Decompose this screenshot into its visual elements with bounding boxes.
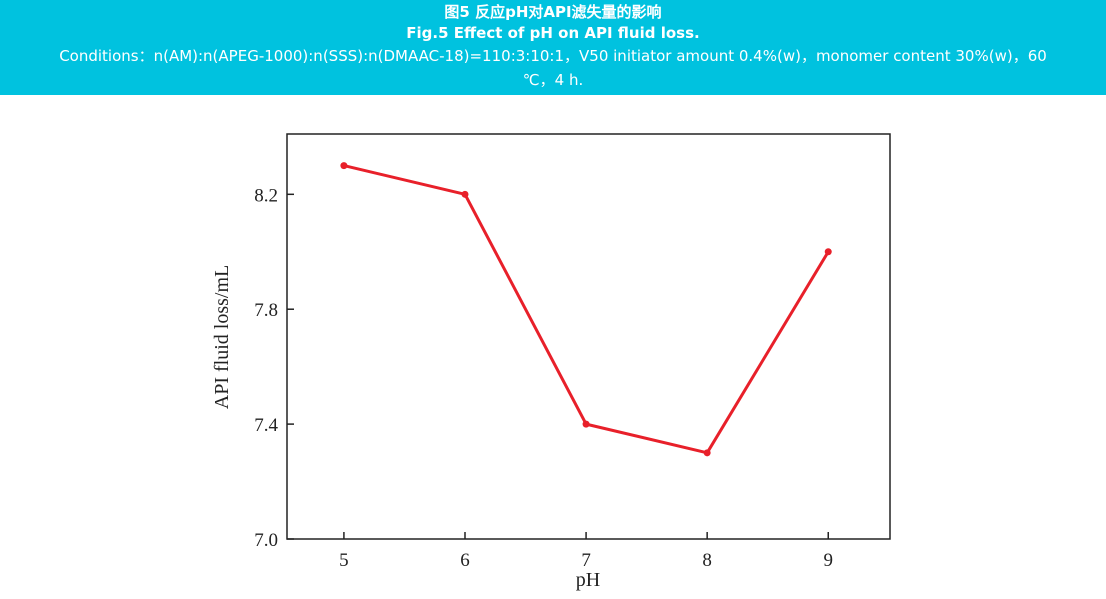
data-point: [703, 449, 711, 457]
plot-frame: [286, 133, 891, 540]
data-point: [824, 248, 832, 256]
caption-title-cn: 图5 反应pH对API滤失量的影响: [444, 3, 662, 21]
x-tick-label: 7: [581, 550, 591, 571]
data-point: [340, 162, 348, 170]
y-tick-label: 7.0: [254, 530, 278, 551]
x-tick-label: 9: [823, 550, 833, 571]
caption-title-en: Fig.5 Effect of pH on API fluid loss.: [406, 24, 700, 42]
x-tick-label: 8: [702, 550, 712, 571]
data-point: [582, 420, 590, 428]
series-line: [343, 164, 830, 455]
caption-conditions-cont: ℃，4 h.: [522, 71, 584, 89]
data-point: [461, 190, 469, 198]
x-tick-label: 6: [460, 550, 470, 571]
y-tick-label: 8.2: [254, 185, 278, 206]
caption-conditions: Conditions：n(AM):n(APEG-1000):n(SSS):n(D…: [59, 47, 1047, 65]
x-tick-label: 5: [339, 550, 349, 571]
y-axis-label: API fluid loss/mL: [211, 265, 233, 409]
x-axis-label: pH: [576, 569, 600, 591]
caption-banner: 图5 反应pH对API滤失量的影响 Fig.5 Effect of pH on …: [0, 0, 1106, 95]
y-tick-label: 7.8: [254, 300, 278, 321]
y-tick-label: 7.4: [254, 415, 278, 436]
